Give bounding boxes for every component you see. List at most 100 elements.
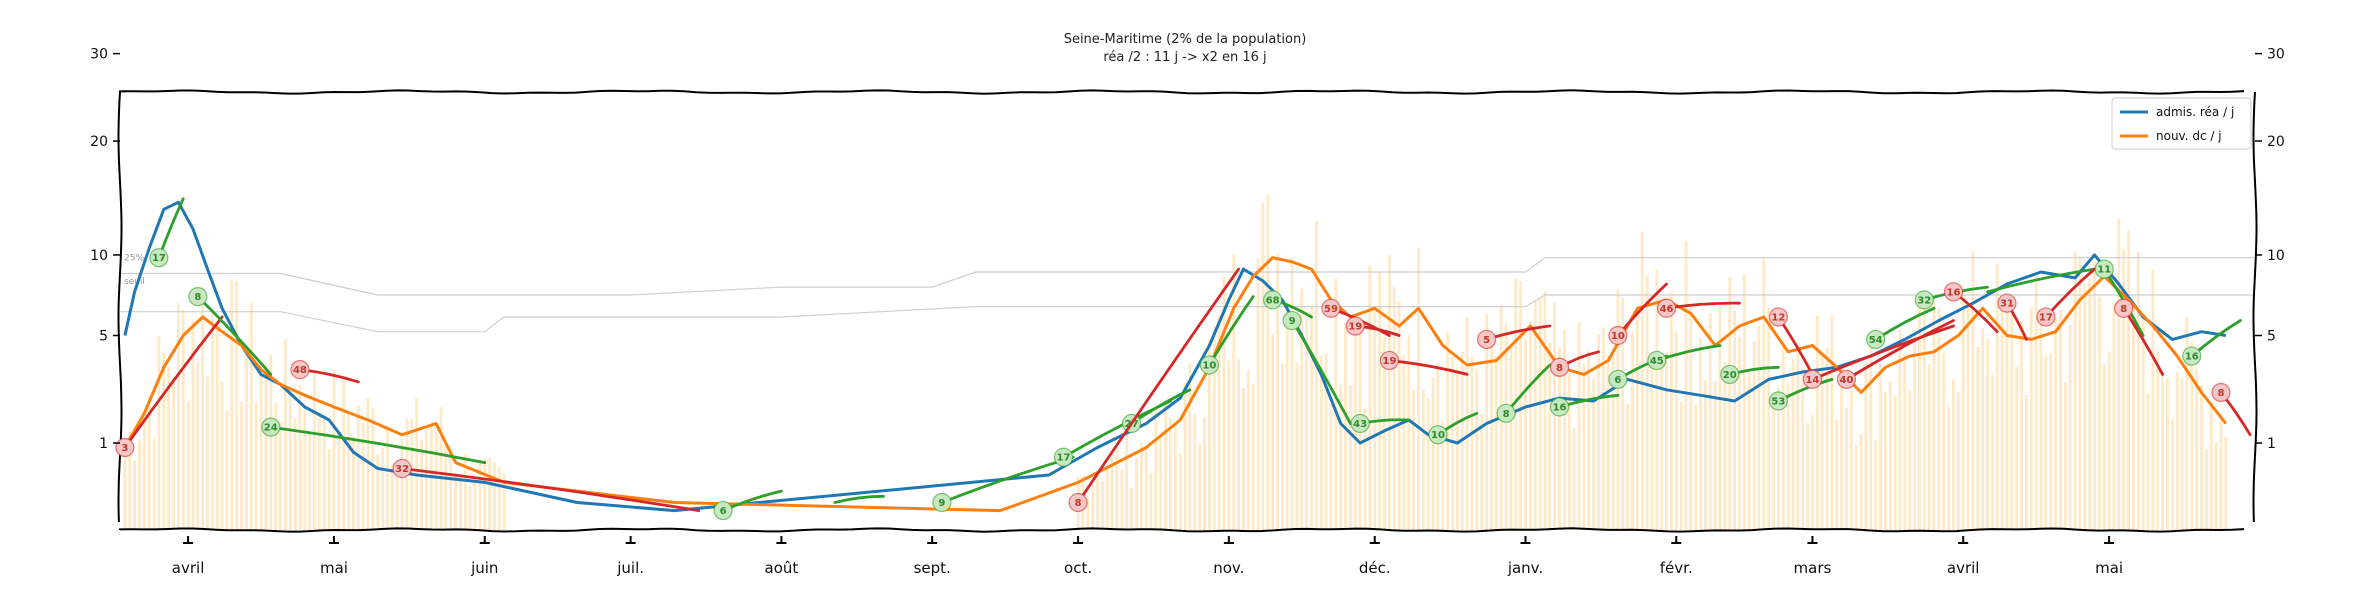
daily-bar: [1164, 404, 1168, 530]
daily-bar: [371, 407, 375, 530]
trend-badge: [1997, 293, 2017, 313]
daily-bar: [1125, 432, 1129, 530]
trend-badge-label: 16: [1553, 403, 1567, 414]
daily-bar: [1412, 389, 1416, 530]
daily-bar: [1840, 379, 1844, 530]
daily-bar: [167, 366, 171, 530]
trend-badge: [1802, 369, 1823, 389]
daily-bar: [1947, 406, 1951, 530]
x-tick-label: juil.: [616, 559, 644, 577]
daily-bar: [483, 458, 487, 530]
daily-bar: [293, 417, 297, 530]
daily-bar: [2088, 279, 2092, 530]
trend-line-growing: [400, 467, 701, 512]
daily-bar: [157, 335, 161, 530]
trend-badge: [1282, 310, 1302, 331]
daily-bar: [1494, 356, 1498, 530]
frame-top: [119, 89, 2245, 95]
daily-bar: [400, 438, 404, 530]
daily-bar: [2049, 353, 2053, 530]
trend-badge: [2114, 298, 2134, 318]
daily-bar: [1368, 266, 1372, 530]
daily-bar: [1100, 480, 1104, 530]
daily-bar: [1606, 355, 1610, 530]
daily-bar: [1776, 387, 1780, 530]
trend-badge: [713, 500, 733, 521]
daily-bar: [2112, 302, 2116, 530]
y-tick-label-left: 10: [90, 248, 108, 264]
chart-title: Seine-Maritime (2% de la population): [1064, 32, 1307, 47]
daily-bar: [1417, 247, 1420, 530]
daily-bar: [1704, 379, 1707, 530]
daily-bar: [1888, 380, 1892, 530]
daily-bar: [245, 354, 248, 530]
trend-badge: [115, 437, 135, 458]
daily-bar: [1120, 469, 1124, 530]
daily-bar: [1207, 340, 1211, 530]
trend-badge-label: 43: [1353, 419, 1367, 430]
daily-bar: [1378, 270, 1382, 530]
daily-bar: [1363, 407, 1367, 530]
daily-bar: [454, 473, 457, 530]
daily-bar: [2166, 377, 2169, 530]
daily-bar: [1558, 347, 1561, 530]
trend-badge: [188, 287, 208, 307]
x-tick-label: mars: [1794, 559, 1832, 577]
daily-bar: [1543, 291, 1547, 530]
trend-badge: [1379, 350, 1399, 371]
daily-bar: [1154, 408, 1158, 530]
daily-bar: [1815, 315, 1819, 530]
daily-bar: [2025, 394, 2028, 530]
daily-bar: [1699, 337, 1702, 530]
daily-bar: [2156, 350, 2160, 530]
daily-bar: [2219, 415, 2223, 530]
trend-badge: [1768, 307, 1788, 327]
daily-bar: [1918, 305, 1921, 530]
trend-line-declining: [1290, 319, 1352, 425]
x-tick-label: mai: [320, 559, 348, 577]
daily-bar: [463, 453, 467, 530]
daily-bar: [142, 415, 146, 530]
daily-bar: [1971, 250, 1975, 530]
daily-bar: [215, 324, 219, 530]
daily-bar: [322, 414, 326, 530]
daily-bar: [1271, 333, 1275, 530]
trend-line-growing: [1811, 324, 1955, 381]
daily-bar: [162, 352, 166, 530]
daily-bar: [274, 403, 278, 530]
daily-bar: [172, 377, 175, 530]
daily-bar: [478, 459, 482, 530]
daily-bar: [1135, 458, 1138, 530]
trend-badge-label: 59: [1324, 304, 1338, 315]
daily-bar: [1956, 392, 1960, 530]
daily-bar: [176, 303, 180, 530]
x-tick-label: déc.: [1359, 559, 1391, 577]
trend-badge-label: 8: [194, 292, 201, 303]
trend-badge-label: 31: [2000, 299, 2014, 310]
daily-bar: [264, 363, 268, 530]
daily-bar: [1310, 304, 1313, 530]
threshold-line: [120, 294, 2255, 333]
trend-badge: [1321, 298, 1341, 318]
daily-bar: [1285, 301, 1289, 530]
trend-badge-label: 46: [1660, 304, 1674, 315]
trend-badge: [1350, 413, 1370, 434]
daily-bar: [1976, 346, 1980, 530]
daily-bar: [1898, 329, 1902, 530]
daily-bar: [2122, 248, 2126, 530]
daily-bar: [1266, 195, 1270, 530]
daily-bar: [249, 302, 253, 530]
trend-badge-label: 19: [1348, 322, 1362, 333]
trend-badge-label: 8: [1556, 363, 1563, 374]
daily-bar: [1295, 362, 1299, 530]
daily-bar: [235, 280, 239, 530]
trend-badge-label: 9: [938, 498, 945, 509]
daily-bar: [1942, 352, 1946, 530]
daily-bar: [317, 412, 321, 530]
daily-bar: [415, 398, 419, 530]
trend-badge-label: 8: [2217, 388, 2224, 399]
daily-bar: [1305, 318, 1309, 530]
daily-bar: [2039, 316, 2043, 530]
daily-bar: [1115, 447, 1119, 530]
